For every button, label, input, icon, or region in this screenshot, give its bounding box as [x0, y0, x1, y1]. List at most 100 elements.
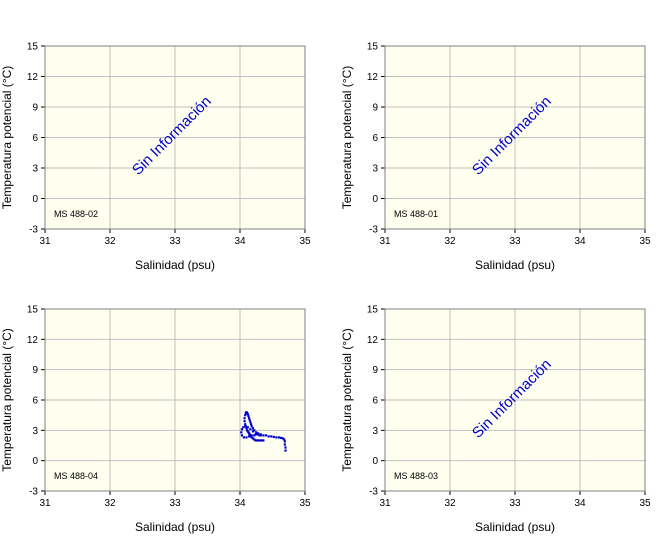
data-point [242, 436, 245, 439]
y-tick-label: 9 [32, 365, 38, 376]
y-tick-label: 12 [367, 72, 379, 83]
x-tick-label: 34 [574, 236, 586, 247]
y-tick-label: 12 [27, 335, 39, 346]
data-point [244, 414, 247, 417]
data-point [283, 438, 286, 441]
data-point [245, 427, 248, 430]
y-tick-label: 3 [372, 164, 378, 175]
ts-chart-4: 31 32 33 34 35 -3 0 3 6 9 12 15 Salinidad (psu) Tempe… [340, 305, 651, 535]
data-point [284, 449, 287, 452]
data-point [244, 423, 247, 426]
y-tick-label: 6 [32, 133, 38, 144]
x-tick-label: 35 [299, 498, 311, 509]
data-point [272, 435, 275, 439]
y-tick-label: 3 [372, 426, 378, 437]
x-tick-label: 32 [444, 498, 456, 509]
data-point [257, 439, 260, 442]
data-point [240, 431, 243, 434]
station-label: MS 488-04 [54, 471, 98, 481]
y-tick-label: 15 [27, 42, 39, 53]
x-tick-label: 35 [639, 498, 651, 509]
data-point [253, 429, 256, 432]
data-point [250, 425, 253, 428]
data-point [247, 415, 250, 418]
y-axis-label: Temperatura potencial (°C) [340, 66, 354, 210]
y-tick-label: 9 [32, 103, 38, 114]
data-point [270, 435, 273, 438]
data-point [240, 434, 244, 437]
data-point [283, 443, 286, 446]
x-tick-label: 35 [639, 236, 651, 247]
station-label: MS 488-01 [394, 209, 438, 219]
data-point [250, 434, 253, 437]
station-label: MS 488-03 [394, 471, 438, 481]
y-axis-label: Temperatura potencial (°C) [0, 66, 14, 210]
data-point [244, 412, 247, 415]
y-tick-label: 0 [372, 194, 378, 205]
data-point [249, 428, 252, 431]
y-tick-label: 3 [32, 426, 38, 437]
data-point [279, 436, 283, 440]
y-tick-label: 6 [372, 133, 378, 144]
y-tick-label: 9 [372, 103, 378, 114]
data-point [258, 439, 261, 442]
plot-frame [384, 45, 646, 230]
data-point [275, 436, 278, 439]
data-point [257, 433, 260, 436]
data-point [277, 436, 281, 439]
x-tick-label: 33 [169, 236, 181, 247]
ts-chart-3: 31 32 33 34 35 -3 0 3 6 9 12 15 Salinidad (psu) Tempe… [0, 305, 311, 535]
y-tick-label: -3 [29, 225, 38, 236]
data-point [281, 437, 284, 440]
x-tick-label: 33 [169, 498, 181, 509]
data-point [240, 428, 244, 431]
x-axis-label: Salinidad (psu) [475, 520, 555, 534]
x-tick-label: 35 [299, 236, 311, 247]
y-tick-label: 6 [32, 396, 38, 407]
station-label: MS 488-02 [54, 209, 98, 219]
series-ms-488-04 [240, 411, 287, 452]
data-point [254, 439, 257, 442]
x-tick-label: 31 [39, 498, 51, 509]
y-tick-label: 3 [32, 164, 38, 175]
data-point [262, 439, 265, 442]
y-axis-label: Temperatura potencial (°C) [0, 328, 14, 472]
y-tick-label: 15 [27, 305, 39, 316]
y-tick-label: -3 [29, 487, 38, 498]
x-tick-label: 32 [444, 236, 456, 247]
y-tick-label: 0 [32, 194, 38, 205]
data-point [255, 431, 258, 434]
y-tick-label: 0 [32, 456, 38, 467]
data-point [242, 426, 245, 429]
ts-chart-1: 31 32 33 34 35 -3 0 3 6 9 12 15 Salinidad (psu) Tempe… [0, 42, 311, 273]
y-tick-label: 6 [372, 396, 378, 407]
y-tick-label: 9 [372, 365, 378, 376]
data-point [255, 433, 258, 436]
data-point [248, 419, 251, 422]
x-tick-label: 32 [104, 236, 116, 247]
data-point [259, 434, 262, 437]
x-tick-label: 31 [39, 236, 51, 247]
x-tick-label: 34 [234, 236, 246, 247]
x-tick-label: 31 [379, 236, 391, 247]
data-point [260, 439, 263, 442]
x-axis-label: Salinidad (psu) [135, 258, 215, 272]
y-tick-label: 15 [367, 42, 379, 53]
data-point [250, 436, 253, 439]
y-tick-label: -3 [369, 487, 378, 498]
x-tick-label: 33 [509, 498, 521, 509]
data-point [248, 417, 251, 420]
x-tick-label: 34 [574, 498, 586, 509]
y-tick-label: 0 [372, 456, 378, 467]
data-point [251, 427, 255, 430]
data-point [264, 434, 268, 437]
data-point [255, 439, 258, 442]
y-tick-label: 12 [367, 335, 379, 346]
ts-chart-2: 31 32 33 34 35 -3 0 3 6 9 12 15 Salinidad (psu) Tempe… [340, 42, 651, 273]
data-point [283, 440, 286, 443]
data-point [262, 434, 265, 437]
plot-frame [44, 308, 306, 492]
data-point [254, 433, 257, 436]
